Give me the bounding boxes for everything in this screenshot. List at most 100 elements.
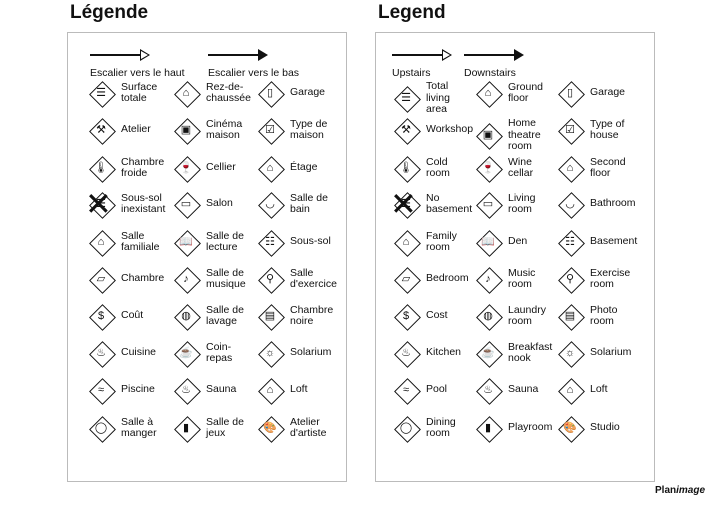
legend-item: ▭ Living room — [476, 192, 568, 216]
legend-item: 🍷 Wine cellar — [476, 156, 568, 180]
icon-glyph: ▱ — [401, 272, 411, 285]
legend-item-label: Cold room — [426, 155, 450, 179]
legend-item: 📖 Salle de lecture — [174, 230, 266, 254]
exercise-icon: ⚲ — [258, 267, 282, 291]
legend-item: ♪ Salle de musique — [174, 267, 266, 291]
legend-item-label: Chambre froide — [121, 155, 165, 179]
bed-icon: ▱ — [89, 267, 113, 291]
legend-item-label: Total living area — [426, 80, 450, 115]
no-basement-icon: ☰ — [85, 185, 113, 223]
bathroom-icon: ◡ — [558, 192, 582, 216]
home-theatre-icon: ▣ — [174, 118, 198, 142]
legend-item: ▭ Salon — [174, 192, 266, 216]
legend-item-label: Living room — [508, 191, 536, 215]
icon-glyph: ≈ — [402, 383, 410, 396]
pool-icon: ≈ — [89, 378, 113, 402]
legend-item-label: Kitchen — [426, 346, 462, 359]
legend-item-label: Pool — [426, 383, 448, 396]
legend-item: ◯ Dining room — [394, 416, 486, 440]
legend-item-label: Dining room — [426, 415, 456, 439]
legend-item: ≈ Piscine — [89, 378, 181, 402]
icon-glyph: ▭ — [180, 197, 192, 210]
logo-text-italic: image — [676, 485, 706, 496]
home-theatre-icon: ▣ — [476, 123, 500, 147]
family-room-icon: ⌂ — [394, 230, 418, 254]
music-note-icon: ♪ — [476, 267, 500, 291]
photo-room-icon: ▤ — [258, 304, 282, 328]
no-basement-icon: ☰ — [390, 185, 418, 223]
icon-glyph: 🎨 — [263, 421, 277, 434]
playroom-icon: ▮ — [174, 416, 198, 440]
wine-cellar-icon: 🍷 — [476, 156, 500, 180]
icon-glyph: ⌂ — [402, 235, 410, 248]
icon-glyph: $ — [402, 309, 410, 322]
legend-item-label: Loft — [290, 383, 308, 396]
icon-glyph: ⚲ — [265, 272, 275, 285]
icon-glyph: ☰ — [401, 197, 411, 210]
icon-glyph: ☼ — [264, 346, 276, 359]
legend-item: ⚲ Salle d'exercice — [258, 267, 350, 291]
legend-item: ▤ Photo room — [558, 304, 650, 328]
legend-item-label: Salle de lecture — [206, 229, 244, 253]
laundry-icon: ◍ — [476, 304, 500, 328]
icon-glyph: ⌂ — [97, 235, 105, 248]
legend-item-label: Sous-sol — [290, 235, 331, 248]
legend-item-label: No basement — [426, 191, 473, 215]
legend-item-label: Atelier — [121, 123, 151, 136]
legend-item-label: Workshop — [426, 123, 474, 136]
legend-item-label: Piscine — [121, 383, 155, 396]
legend-item: ⌂ Rez-de- chaussée — [174, 81, 266, 105]
legend-item-label: Surface totale — [121, 80, 158, 104]
icon-glyph: ⚒ — [96, 123, 106, 136]
legend-item: ⌂ Salle familiale — [89, 230, 181, 254]
icon-glyph: ☑ — [565, 123, 575, 136]
stairs-up-label: Escalier vers le haut — [90, 67, 185, 79]
stairs-down-label: Downstairs — [464, 67, 516, 79]
legend-item: ☕ Breakfast nook — [476, 341, 568, 365]
legend-item-label: Chambre — [121, 272, 165, 285]
icon-glyph: 🍷 — [481, 161, 495, 174]
icon-glyph: ◍ — [483, 309, 493, 322]
legend-item: ☰ No basement — [390, 185, 486, 223]
legend-item-label: Cinéma maison — [206, 117, 243, 141]
second-floor-icon: ⌂ — [558, 156, 582, 180]
icon-glyph: 📖 — [179, 235, 193, 248]
legend-item-label: Second floor — [590, 155, 626, 179]
legend-item: ◍ Salle de lavage — [174, 304, 266, 328]
icon-glyph: 🍷 — [179, 161, 193, 174]
total-area-icon: ☰ — [89, 81, 113, 105]
stairs-up-arrow-icon — [392, 49, 452, 61]
legend-item: 🌡 Cold room — [394, 156, 486, 180]
icon-glyph: ◯ — [399, 421, 413, 434]
legend-item-label: Cellier — [206, 161, 236, 174]
legend-item: ☰ Surface totale — [89, 81, 181, 105]
legend-item: ⚲ Exercise room — [558, 267, 650, 291]
legend-item-label: Atelier d'artiste — [290, 415, 327, 439]
icon-glyph: 🎨 — [563, 421, 577, 434]
legend-item-label: Bedroom — [426, 272, 469, 285]
legend-item-label: Salle à manger — [121, 415, 157, 439]
icon-glyph: ◡ — [265, 197, 275, 210]
legend-item: 🎨 Atelier d'artiste — [258, 416, 350, 440]
stairs-down-label: Escalier vers le bas — [208, 67, 300, 79]
legend-item: $ Coût — [89, 304, 181, 328]
legend-item: ▯ Garage — [558, 81, 650, 105]
legend-item-label: Garage — [290, 86, 326, 99]
legend-item: ▣ Cinéma maison — [174, 118, 266, 142]
legend-item: ▮ Salle de jeux — [174, 416, 266, 440]
legend-item-label: Chambre noire — [290, 303, 334, 327]
icon-glyph: ☕ — [481, 346, 495, 359]
legend-title-fr: Légende — [70, 2, 149, 23]
legend-item: ⌂ Second floor — [558, 156, 650, 180]
icon-glyph: ▯ — [566, 86, 574, 99]
icon-glyph: 🌡 — [399, 161, 413, 174]
house-type-icon: ☑ — [558, 118, 582, 142]
laundry-icon: ◍ — [174, 304, 198, 328]
legend-item-label: Type de maison — [290, 117, 328, 141]
icon-glyph: ⌂ — [266, 161, 274, 174]
garage-icon: ▯ — [258, 81, 282, 105]
legend-item: ◯ Salle à manger — [89, 416, 181, 440]
icon-glyph: ♨ — [401, 346, 411, 359]
legend-item: ☼ Solarium — [558, 341, 650, 365]
legend-item-label: Basement — [590, 235, 638, 248]
